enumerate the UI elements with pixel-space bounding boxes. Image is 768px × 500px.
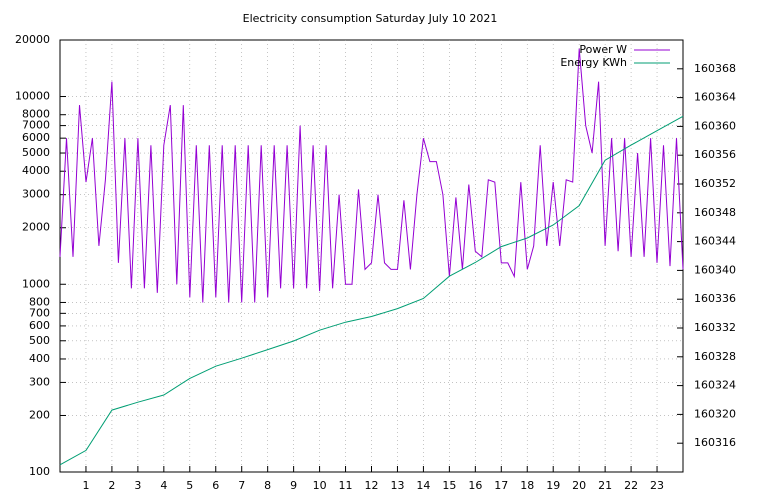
y-tick-label: 300 [29, 375, 50, 388]
x-tick-label: 13 [390, 479, 404, 492]
y2-tick-label: 160340 [694, 263, 736, 276]
y-tick-label: 2000 [22, 221, 50, 234]
chart-title: Electricity consumption Saturday July 10… [243, 12, 498, 25]
x-tick-label: 19 [546, 479, 560, 492]
y2-tick-label: 160316 [694, 436, 736, 449]
y-tick-label: 800 [29, 295, 50, 308]
y2-tick-label: 160328 [694, 350, 736, 363]
y-tick-label: 4000 [22, 164, 50, 177]
y-tick-label: 6000 [22, 131, 50, 144]
legend-label: Power W [579, 43, 627, 56]
x-tick-label: 2 [108, 479, 115, 492]
x-tick-label: 21 [598, 479, 612, 492]
x-tick-label: 7 [238, 479, 245, 492]
x-tick-label: 22 [624, 479, 638, 492]
y2-tick-label: 160364 [694, 91, 736, 104]
y-tick-label: 200 [29, 408, 50, 421]
y-tick-label: 500 [29, 334, 50, 347]
y-tick-label: 8000 [22, 108, 50, 121]
series-line [59, 48, 684, 303]
y-tick-label: 5000 [22, 146, 50, 159]
y2-tick-label: 160336 [694, 292, 736, 305]
y2-tick-label: 160360 [694, 119, 736, 132]
series-line [59, 115, 684, 466]
x-tick-label: 6 [212, 479, 219, 492]
y-tick-label: 600 [29, 319, 50, 332]
y-tick-label: 7000 [22, 119, 50, 132]
y2-tick-label: 160332 [694, 321, 736, 334]
x-tick-label: 1 [82, 479, 89, 492]
y-tick-label: 3000 [22, 188, 50, 201]
y2-tick-label: 160320 [694, 407, 736, 420]
y-tick-label: 1000 [22, 277, 50, 290]
y2-tick-label: 160368 [694, 62, 736, 75]
x-tick-label: 23 [650, 479, 664, 492]
x-tick-label: 11 [339, 479, 353, 492]
x-tick-label: 14 [416, 479, 430, 492]
x-tick-label: 9 [290, 479, 297, 492]
y-tick-label: 100 [29, 465, 50, 478]
x-tick-label: 16 [468, 479, 482, 492]
y-tick-label: 700 [29, 306, 50, 319]
x-tick-label: 20 [572, 479, 586, 492]
x-tick-label: 12 [365, 479, 379, 492]
y2-tick-label: 160324 [694, 379, 736, 392]
y2-tick-label: 160348 [694, 206, 736, 219]
y2-tick-label: 160352 [694, 177, 736, 190]
x-tick-label: 10 [313, 479, 327, 492]
y2-tick-label: 160344 [694, 235, 736, 248]
legend-label: Energy KWh [560, 56, 627, 69]
x-tick-label: 17 [494, 479, 508, 492]
y-tick-label: 400 [29, 352, 50, 365]
x-tick-label: 18 [520, 479, 534, 492]
x-tick-label: 8 [264, 479, 271, 492]
x-tick-label: 15 [442, 479, 456, 492]
y2-tick-label: 160356 [694, 148, 736, 161]
y-tick-label: 20000 [15, 33, 50, 46]
x-tick-label: 5 [186, 479, 193, 492]
y-tick-label: 10000 [15, 90, 50, 103]
x-tick-label: 4 [160, 479, 167, 492]
x-tick-label: 3 [134, 479, 141, 492]
